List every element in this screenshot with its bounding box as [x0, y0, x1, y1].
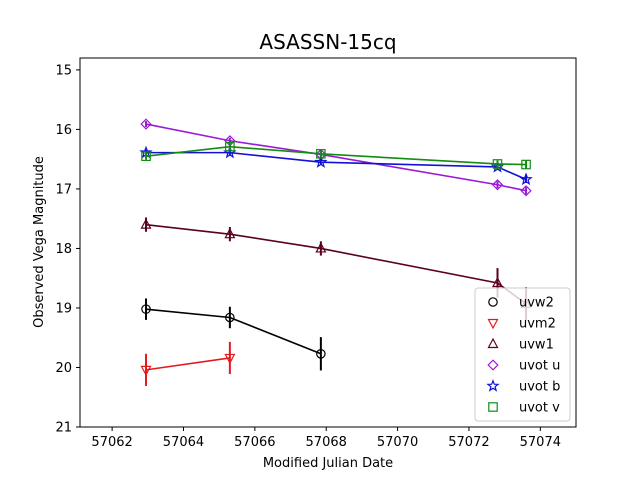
data-point-uvm2 — [140, 365, 152, 377]
series-line-uvm2 — [145, 357, 230, 371]
legend-label-uvot-v: uvot v — [519, 401, 560, 416]
legend-frame — [474, 287, 571, 422]
data-point-uvot-v — [225, 141, 235, 152]
series-uvot-v — [141, 141, 531, 170]
y-axis: 15 16 17 18 19 20 21 — [55, 63, 80, 436]
series-uvm2 — [140, 341, 236, 386]
data-point-uvw2 — [141, 304, 151, 314]
data-point-uvw1 — [140, 218, 152, 229]
x-axis: 57062 57064 57066 57068 57070 57072 57074 — [91, 427, 561, 450]
data-point-uvot-v — [141, 151, 151, 162]
legend-marker-uvw2 — [488, 297, 498, 307]
data-point-uvw1 — [224, 227, 236, 239]
y-tick-label: 18 — [55, 242, 72, 257]
data-point-uvw2 — [225, 312, 235, 323]
data-point-uvw1 — [315, 242, 327, 253]
data-point-uvot-u — [520, 185, 532, 197]
legend-marker-uvm2 — [487, 318, 499, 330]
x-axis-label: Modified Julian Date — [263, 456, 393, 471]
data-point-uvw2 — [316, 348, 326, 359]
legend-label-uvot-b: uvot b — [519, 380, 560, 395]
y-tick-label: 15 — [55, 63, 72, 78]
x-tick-label: 57068 — [306, 435, 347, 450]
y-tick-label: 19 — [55, 301, 72, 316]
legend-label-uvw2: uvw2 — [519, 296, 554, 311]
plot-area — [139, 118, 533, 386]
x-tick-label: 57072 — [448, 435, 489, 450]
data-point-uvot-b — [519, 172, 533, 186]
data-point-uvot-v — [492, 159, 503, 169]
x-tick-label: 57070 — [377, 435, 418, 450]
data-point-uvm2 — [224, 353, 236, 365]
legend-label-uvot-u: uvot u — [519, 359, 560, 374]
data-point-uvot-u — [140, 118, 152, 130]
y-tick-label: 20 — [55, 361, 72, 376]
y-axis-label: Observed Vega Magnitude — [32, 156, 47, 328]
legend-marker-uvot-b — [486, 378, 500, 392]
legend: uvw2 uvm2 uvw1 uvot u uvot b uvot v — [474, 287, 571, 422]
legend-marker-uvot-v — [488, 402, 498, 412]
series-uvw2 — [141, 298, 326, 371]
x-tick-label: 57064 — [163, 435, 204, 450]
chart-title: ASASSN-15cq — [259, 30, 396, 54]
x-tick-label: 57062 — [91, 435, 132, 450]
legend-label-uvw1: uvw1 — [519, 338, 554, 353]
data-point-uvw1 — [491, 276, 503, 288]
data-point-uvot-b — [314, 155, 328, 168]
data-point-uvot-v — [521, 159, 531, 170]
y-tick-label: 21 — [55, 421, 72, 436]
y-tick-label: 16 — [55, 123, 72, 138]
x-tick-label: 57066 — [234, 435, 275, 450]
legend-label-uvm2: uvm2 — [519, 317, 556, 332]
data-point-uvot-v — [316, 149, 326, 159]
y-tick-label: 17 — [55, 182, 72, 197]
x-tick-label: 57074 — [520, 435, 561, 450]
data-point-uvot-u — [491, 179, 504, 191]
axes-frame — [79, 57, 577, 428]
legend-marker-uvot-u — [487, 359, 499, 371]
legend-marker-uvw1 — [487, 337, 499, 349]
